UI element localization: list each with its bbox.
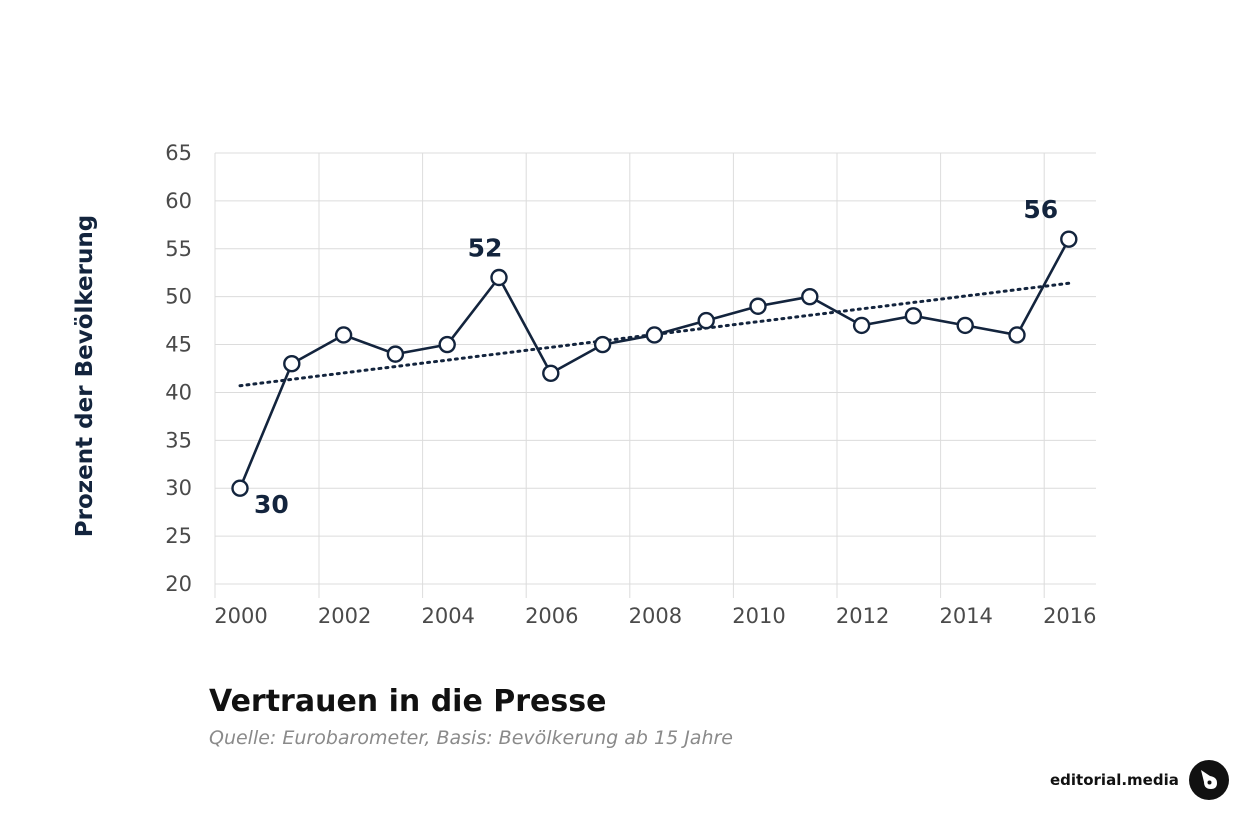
x-tick-label: 2002 [318,604,371,628]
data-point [904,307,923,325]
chart-title: Vertrauen in die Presse [209,684,607,719]
x-tick-label: 2014 [939,604,992,628]
data-label: 56 [1023,195,1058,224]
y-tick-label: 20 [165,572,192,596]
y-tick-label: 25 [165,524,192,548]
data-label: 52 [468,234,503,263]
data-point [438,335,456,354]
trendline-layer [238,281,1071,388]
trendline [238,281,1071,388]
data-point [697,311,715,330]
y-tick-label: 30 [165,476,192,500]
x-tick-label: 2008 [629,604,682,628]
data-point [542,364,560,382]
x-tick-label: 2016 [1043,604,1096,628]
data-point [956,316,974,335]
data-point [490,268,508,287]
data-point [1008,326,1026,344]
y-tick-label: 50 [165,285,192,309]
x-tick-label: 2004 [421,604,474,628]
data-point [386,345,405,363]
grid [214,152,1096,598]
chart-source: Quelle: Eurobarometer, Basis: Bevölkerun… [209,727,733,749]
y-axis-label: Prozent der Bevölkerung [72,215,98,537]
data-point [593,335,612,354]
y-axis-ticks: 20 25 30 35 40 45 50 55 60 65 [165,141,192,596]
x-tick-label: 2006 [525,604,578,628]
data-point [1060,230,1078,248]
data-point [334,326,353,344]
data-point [283,355,301,373]
y-tick-label: 45 [165,333,192,357]
y-tick-label: 60 [165,189,192,213]
y-tick-label: 40 [165,380,192,404]
y-tick-label: 35 [165,428,192,452]
y-tick-label: 65 [165,141,192,165]
y-tick-label: 55 [165,237,192,261]
data-point [645,326,664,344]
x-tick-label: 2012 [836,604,889,628]
data-point [749,297,767,315]
x-tick-label: 2000 [214,604,267,628]
annotations: 30 52 56 [254,195,1058,519]
data-label: 30 [254,490,289,519]
data-point [852,316,871,335]
series-layer [231,230,1078,497]
data-point [231,479,249,497]
series-line [238,238,1070,489]
x-tick-label: 2010 [732,604,785,628]
editorial-media-logo-icon [1188,760,1229,800]
brand: editorial.media [1050,760,1229,800]
data-point [801,287,819,306]
brand-name: editorial.media [1050,771,1179,789]
x-axis-ticks: 2000 2002 2004 2006 2008 2010 2012 2014 2016 [214,604,1096,628]
